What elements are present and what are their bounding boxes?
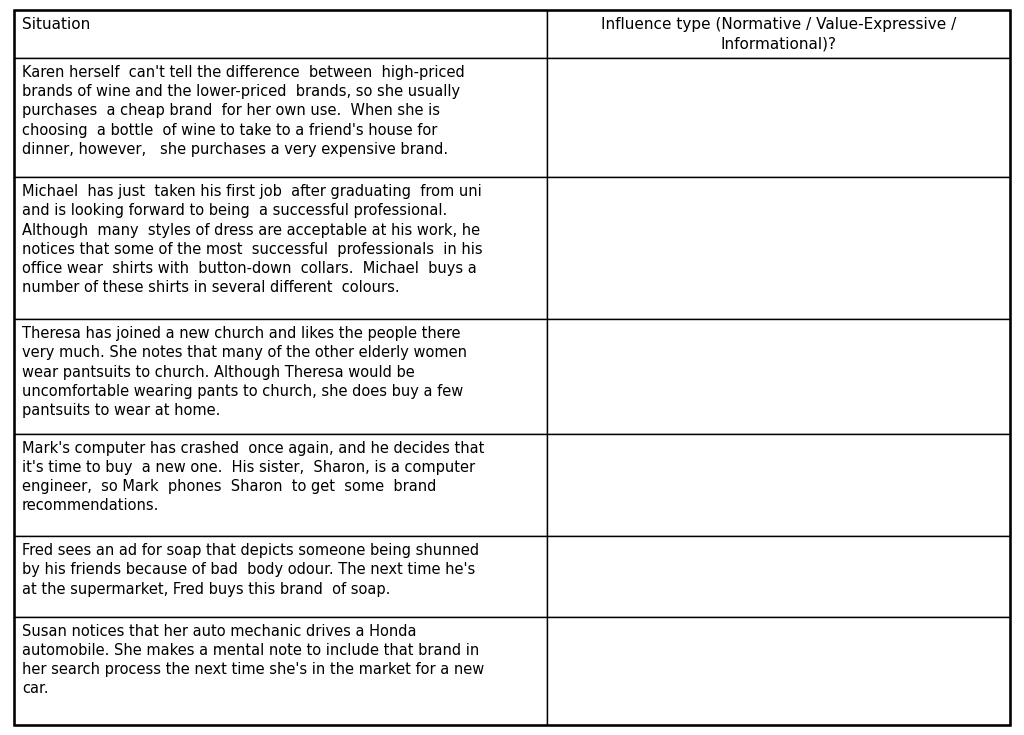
- Text: Michael  has just  taken his first job  after graduating  from uni
and is lookin: Michael has just taken his first job aft…: [22, 184, 482, 295]
- Bar: [14, 58, 547, 177]
- Bar: [14, 434, 547, 537]
- Bar: [547, 10, 1010, 58]
- Bar: [14, 10, 547, 58]
- Bar: [547, 617, 1010, 725]
- Bar: [547, 537, 1010, 617]
- Bar: [547, 177, 1010, 319]
- Text: Fred sees an ad for soap that depicts someone being shunned
by his friends becau: Fred sees an ad for soap that depicts so…: [22, 543, 479, 597]
- Bar: [14, 617, 547, 725]
- Text: Mark's computer has crashed  once again, and he decides that
it's time to buy  a: Mark's computer has crashed once again, …: [22, 441, 484, 513]
- Text: Susan notices that her auto mechanic drives a Honda
automobile. She makes a ment: Susan notices that her auto mechanic dri…: [22, 624, 484, 697]
- Bar: [14, 177, 547, 319]
- Text: Theresa has joined a new church and likes the people there
very much. She notes : Theresa has joined a new church and like…: [22, 326, 467, 418]
- Text: Karen herself  can't tell the difference  between  high-priced
brands of wine an: Karen herself can't tell the difference …: [22, 65, 465, 157]
- Bar: [547, 319, 1010, 434]
- Bar: [547, 58, 1010, 177]
- Bar: [547, 434, 1010, 537]
- Text: Situation: Situation: [22, 17, 90, 32]
- Text: Influence type (Normative / Value-Expressive /
Informational)?: Influence type (Normative / Value-Expres…: [601, 17, 956, 51]
- Bar: [14, 319, 547, 434]
- Bar: [14, 537, 547, 617]
